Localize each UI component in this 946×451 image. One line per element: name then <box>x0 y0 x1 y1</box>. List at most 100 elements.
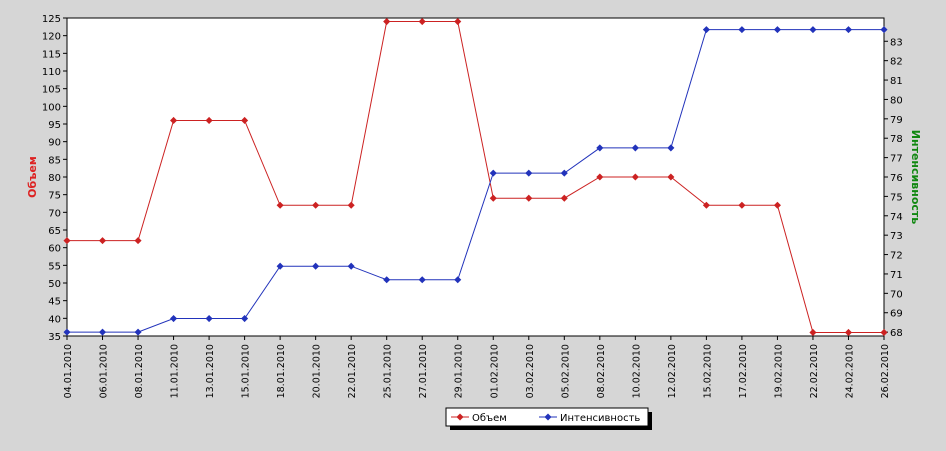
right-axis-tick-label: 78 <box>890 134 903 145</box>
x-axis-tick-label: 11.01.2010 <box>170 344 181 398</box>
left-axis-tick-label: 80 <box>48 173 61 184</box>
series-1-point <box>241 315 249 323</box>
x-axis-tick-label: 03.02.2010 <box>525 344 536 398</box>
series-1-point <box>418 276 426 284</box>
x-axis-tick-label: 25.01.2010 <box>383 344 394 398</box>
series-0-point <box>63 237 71 245</box>
right-axis-tick-label: 77 <box>890 154 903 165</box>
x-axis-tick-label: 22.01.2010 <box>347 344 358 398</box>
series-0-point <box>702 201 710 209</box>
x-axis-tick-label: 20.01.2010 <box>312 344 323 398</box>
x-axis-tick-label: 17.02.2010 <box>738 344 749 398</box>
series-0-point <box>312 201 320 209</box>
left-axis-tick-label: 70 <box>48 208 61 219</box>
x-axis-tick-label: 26.02.2010 <box>880 344 891 398</box>
series-1-point <box>702 26 710 34</box>
series-0-point <box>418 17 426 26</box>
right-axis-tick-label: 82 <box>890 57 903 68</box>
series-0-point <box>134 237 142 245</box>
series-0-point <box>241 116 249 125</box>
series-0-point <box>596 173 604 181</box>
series-1-point <box>738 26 746 34</box>
series-0-point <box>667 173 675 181</box>
series-0-point <box>489 194 497 202</box>
series-0-point <box>347 201 355 209</box>
legend: Объем Интенсивность <box>445 407 652 430</box>
left-axis-tick-label: 35 <box>48 332 61 343</box>
series-0-point <box>631 173 639 181</box>
legend-marker-intensivnost <box>544 413 552 421</box>
left-axis-tick-label: 125 <box>42 14 61 25</box>
left-axis: 35 40 45 50 55 60 65 70 75 80 85 90 95 100 105 110 115 12… <box>42 14 67 343</box>
series-1-point <box>347 262 355 270</box>
series-0-point <box>773 201 781 209</box>
left-axis-tick-label: 65 <box>48 226 61 237</box>
x-axis-tick-label: 27.01.2010 <box>418 344 429 398</box>
x-axis-tick-label: 08.02.2010 <box>596 344 607 398</box>
series-1-point <box>809 26 817 34</box>
right-axis-tick-label: 81 <box>890 76 903 87</box>
series-1-point <box>880 26 888 34</box>
series-1-point <box>454 276 462 284</box>
x-axis-tick-label: 22.02.2010 <box>809 344 820 398</box>
series-line-1 <box>67 29 884 333</box>
series-0-point <box>560 194 568 202</box>
right-axis-tick-label: 75 <box>890 192 903 203</box>
y2-axis-title: Интенсивность <box>909 130 922 224</box>
right-axis-tick-label: 83 <box>890 37 903 48</box>
series-0-point <box>98 237 107 245</box>
left-axis-tick-label: 110 <box>42 67 61 78</box>
left-axis-tick-label: 45 <box>48 297 61 308</box>
x-axis-tick-label: 29.01.2010 <box>454 344 465 398</box>
right-axis: 68 69 70 71 72 73 74 75 76 77 78 79 80 81 82 83 <box>884 37 903 339</box>
series-1-point <box>667 144 675 152</box>
right-axis-tick-label: 72 <box>890 251 903 262</box>
series-0-point <box>525 194 533 202</box>
left-axis-tick-label: 55 <box>48 261 61 272</box>
right-axis-tick-label: 76 <box>890 173 903 184</box>
series-1-point <box>560 169 568 177</box>
series-1-point <box>383 276 391 284</box>
right-axis-tick-label: 79 <box>890 115 903 126</box>
series-0-point <box>809 328 817 337</box>
x-axis-tick-label: 15.01.2010 <box>241 344 252 398</box>
series-0-point <box>383 17 391 26</box>
series-0-point <box>880 328 888 337</box>
legend-marker-obem <box>456 413 464 421</box>
series-0-point <box>844 328 853 337</box>
series-1-point <box>63 328 71 336</box>
series-1-point <box>773 26 781 34</box>
series-0-point <box>205 116 213 125</box>
left-axis-tick-label: 40 <box>48 314 61 325</box>
right-axis-tick-label: 70 <box>890 289 903 300</box>
x-axis-tick-label: 05.02.2010 <box>560 344 571 398</box>
x-axis-tick-label: 01.02.2010 <box>489 344 500 398</box>
right-axis-tick-label: 71 <box>890 270 903 281</box>
series-line-0 <box>67 21 884 333</box>
x-axis-tick-label: 15.02.2010 <box>702 344 713 398</box>
legend-label-intensivnost: Интенсивность <box>560 413 640 424</box>
series-1-point <box>276 262 284 270</box>
series-1-point <box>525 169 533 177</box>
series-1-point <box>596 144 604 152</box>
left-axis-tick-label: 100 <box>42 102 61 113</box>
x-axis-tick-label: 10.02.2010 <box>631 344 642 398</box>
series-1-point <box>312 262 320 270</box>
series-layer <box>63 17 888 337</box>
series-1-point <box>205 315 213 323</box>
left-axis-tick-label: 50 <box>48 279 61 290</box>
series-1-point <box>631 144 639 152</box>
x-axis: 04.01.2010 06.01.2010 08.01.2010 11.01.2010… <box>63 336 891 398</box>
right-axis-tick-label: 68 <box>890 328 903 339</box>
left-axis-tick-label: 120 <box>42 32 61 43</box>
right-axis-tick-label: 80 <box>890 95 903 106</box>
x-axis-tick-label: 12.02.2010 <box>667 344 678 398</box>
right-axis-tick-label: 73 <box>890 231 903 242</box>
plot-area <box>66 17 885 337</box>
series-0-point <box>738 201 746 209</box>
x-axis-tick-label: 18.01.2010 <box>276 344 287 398</box>
x-axis-tick-label: 08.01.2010 <box>134 344 145 398</box>
right-axis-tick-label: 69 <box>890 309 903 320</box>
